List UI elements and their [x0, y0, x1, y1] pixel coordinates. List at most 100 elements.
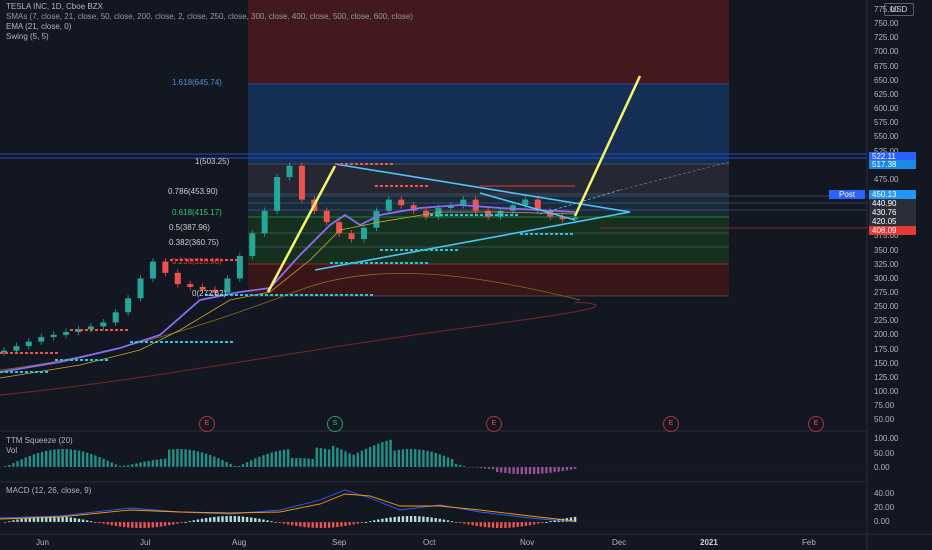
squeeze-title[interactable]: TTM Squeeze (20): [6, 436, 73, 445]
post-session-button[interactable]: Post: [829, 190, 865, 199]
split-marker[interactable]: S: [327, 416, 343, 432]
squeeze-bar: [508, 467, 511, 474]
squeeze-bar: [28, 455, 31, 467]
macd-bar: [28, 517, 31, 522]
squeeze-bar: [414, 449, 417, 467]
squeeze-bar: [348, 453, 351, 467]
price-axis-label: 600.00: [874, 104, 899, 114]
price-axis-label: 375.00: [874, 231, 899, 241]
squeeze-bar: [426, 450, 429, 467]
time-axis-label: Jun: [36, 538, 49, 547]
candle-body: [373, 210, 380, 228]
squeeze-bar: [192, 450, 195, 467]
squeeze-bar: [151, 460, 154, 467]
squeeze-bar: [307, 458, 310, 467]
squeeze-bar: [528, 467, 532, 475]
squeeze-bar: [434, 452, 437, 467]
macd-bar: [168, 522, 171, 526]
macd-bar: [569, 517, 573, 522]
macd-bar: [73, 518, 77, 522]
macd-bar: [135, 522, 138, 528]
candle-body: [472, 199, 479, 211]
macd-bar: [114, 522, 118, 526]
macd-bar: [40, 516, 44, 522]
candle-body: [423, 210, 430, 217]
price-tag: 408.09: [869, 226, 916, 235]
candle-body: [199, 286, 206, 290]
earnings-marker[interactable]: E: [663, 416, 679, 432]
squeeze-bar: [213, 456, 216, 467]
macd-bar: [471, 522, 474, 526]
macd-signal-line: [0, 493, 576, 522]
macd-bar: [57, 516, 60, 522]
macd-bar: [389, 517, 392, 522]
ema-legend[interactable]: EMA (21, close, 0): [6, 22, 72, 31]
macd-bar: [77, 518, 81, 522]
candle-body: [50, 334, 57, 338]
squeeze-bar: [315, 447, 318, 467]
price-axis-label: 525.00: [874, 146, 899, 156]
macd-bar: [336, 522, 339, 528]
macd-bar: [20, 518, 23, 522]
macd-bar: [106, 522, 109, 525]
macd-bar: [532, 522, 536, 525]
squeeze-bar: [463, 465, 466, 467]
squeeze-bar: [352, 454, 355, 467]
squeeze-bar: [245, 462, 249, 467]
squeeze-bar: [516, 467, 519, 474]
macd-bar: [508, 522, 511, 528]
macd-bar: [446, 520, 450, 522]
price-axis-label: 350.00: [874, 245, 899, 255]
macd-axis-0: 0.00: [874, 517, 890, 526]
candle-body: [137, 278, 144, 299]
price-axis-label: 625.00: [874, 89, 899, 99]
squeeze-bar: [86, 452, 89, 467]
squeeze-bar: [455, 463, 458, 467]
squeeze-bar: [450, 459, 454, 467]
macd-bar: [12, 520, 15, 522]
macd-bar: [118, 522, 122, 527]
fib-zone-ext: [248, 84, 729, 164]
fib-level-label: 0.786(453.90): [168, 187, 218, 196]
macd-bar: [102, 522, 105, 524]
sma-legend[interactable]: SMAs (7, close, 21, close, 50, close, 20…: [6, 12, 413, 21]
macd-bar: [237, 516, 241, 522]
squeeze-bar: [541, 467, 544, 474]
macd-bar: [340, 522, 343, 527]
squeeze-bar: [241, 464, 245, 467]
candle-body: [25, 341, 32, 347]
squeeze-bar: [282, 449, 286, 467]
volume-title[interactable]: Vol: [6, 446, 18, 455]
symbol-title[interactable]: TESLA INC, 1D, Cboe BZX: [6, 2, 103, 11]
squeeze-bar: [278, 450, 282, 467]
price-axis-label: 300.00: [874, 273, 899, 283]
squeeze-bar: [114, 464, 118, 467]
macd-bar: [229, 516, 232, 522]
squeeze-bar: [323, 448, 327, 467]
macd-bar: [172, 522, 175, 525]
macd-bar: [213, 516, 216, 522]
candle-body: [497, 210, 504, 217]
ma-fast-line: [0, 204, 576, 373]
macd-bar: [315, 522, 318, 528]
squeeze-bar: [57, 449, 60, 467]
earnings-marker[interactable]: E: [486, 416, 502, 432]
fib-zone-top: [248, 0, 729, 84]
macd-bar: [327, 522, 331, 528]
squeeze-bar: [438, 454, 441, 467]
currency-button[interactable]: USD: [884, 3, 914, 16]
macd-bar: [274, 522, 277, 523]
earnings-marker[interactable]: E: [199, 416, 215, 432]
macd-bar: [434, 518, 437, 522]
macd-line: [0, 489, 576, 523]
macd-bar: [131, 522, 134, 528]
candle-body: [112, 312, 119, 323]
earnings-marker[interactable]: E: [808, 416, 824, 432]
swing-legend[interactable]: Swing (5, 5): [6, 32, 49, 41]
fib-zone-lower: [248, 264, 729, 296]
squeeze-bar: [98, 457, 101, 467]
squeeze-bar: [102, 458, 105, 467]
macd-title[interactable]: MACD (12, 26, close, 9): [6, 486, 92, 495]
time-axis-label: Feb: [802, 538, 816, 547]
